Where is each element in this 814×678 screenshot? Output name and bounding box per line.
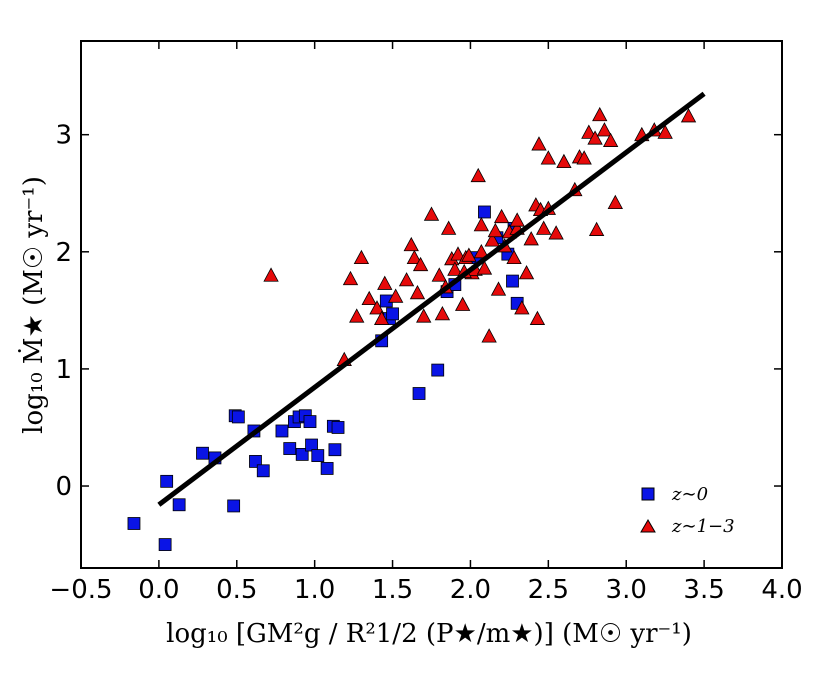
- data-point-z1-3: [556, 153, 572, 169]
- data-point-z1-3: [535, 220, 552, 235]
- data-point-z0: [275, 424, 289, 438]
- data-point-z0: [158, 538, 172, 551]
- data-point-z0: [227, 499, 241, 513]
- data-point-z1-3: [476, 260, 493, 275]
- axis-ticks: −0.5 0.0 0.5 1.0 1.5 2.0 2.5 3.0 3.5 4.0 0 1 2 3: [49, 41, 803, 605]
- data-point-z1-3: [377, 275, 393, 290]
- data-point-z1-3: [470, 167, 486, 183]
- data-point-z0: [311, 449, 325, 462]
- x-tick-label: 1.5: [372, 575, 413, 605]
- data-point-z0: [506, 274, 519, 288]
- data-point-z1-3: [461, 247, 477, 262]
- y-tick-label: 3: [55, 121, 72, 151]
- x-axis-label: log₁₀ [GM²g / R²1/2 (P★/m★)] (M☉ yr⁻¹): [166, 619, 692, 649]
- data-point-z1-3: [369, 300, 385, 315]
- data-point-z1-3: [416, 308, 432, 323]
- data-point-z1-3: [592, 106, 608, 122]
- data-point-z1-3: [588, 221, 605, 236]
- data-point-z1-3: [423, 206, 440, 221]
- data-point-z1-3: [540, 150, 557, 165]
- data-point-z1-3: [587, 130, 603, 145]
- data-point-z0: [431, 363, 445, 377]
- data-point-z1-3: [493, 208, 510, 224]
- data-point-z1-3: [576, 150, 592, 165]
- y-tick-label: 0: [55, 472, 72, 502]
- data-point-z1-3: [490, 281, 507, 296]
- x-tick-label: 4.0: [761, 575, 802, 605]
- data-point-z0: [160, 474, 174, 488]
- data-point-z1-3: [349, 308, 365, 323]
- y-tick-label: 2: [55, 238, 72, 268]
- x-tick-label: 3.0: [606, 575, 647, 605]
- data-point-z0: [196, 446, 209, 460]
- x-tick-label: 1.0: [294, 575, 335, 605]
- data-point-z1-3: [531, 136, 547, 151]
- data-point-z1-3: [487, 222, 504, 238]
- data-point-z0: [283, 442, 297, 455]
- data-point-z1-3: [506, 249, 522, 265]
- x-tick-label: 0.0: [138, 575, 179, 605]
- fit-line: [157, 91, 706, 507]
- data-point-z1-3: [450, 246, 466, 261]
- legend-label-z1-3: z∼1−3: [671, 516, 735, 537]
- data-point-z1-3: [473, 217, 490, 232]
- data-point-z1-3: [353, 249, 370, 265]
- data-point-z0: [231, 410, 245, 424]
- data-point-z1-3: [607, 194, 623, 210]
- data-point-z1-3: [447, 261, 463, 276]
- data-point-z1-3: [361, 290, 377, 306]
- legend-label-z0: z∼0: [671, 484, 708, 505]
- data-point-z1-3: [412, 256, 429, 272]
- x-tick-label: 0.5: [216, 575, 257, 605]
- x-tick-label: 3.5: [683, 575, 724, 605]
- data-point-z1-3: [596, 122, 613, 137]
- x-tick-label: 2.5: [528, 575, 569, 605]
- data-point-z1-3: [548, 225, 564, 240]
- y-axis-label: log₁₀ Ṁ★ (M☉ yr⁻¹): [18, 176, 49, 434]
- data-point-z1-3: [342, 270, 359, 286]
- data-point-z0: [412, 387, 426, 400]
- data-point-z0: [320, 462, 334, 475]
- data-point-z1-3: [263, 267, 279, 282]
- data-point-z1-3: [454, 296, 471, 311]
- x-tick-label: 2.0: [450, 575, 491, 605]
- data-point-z1-3: [434, 306, 451, 321]
- x-tick-label: −0.5: [49, 575, 112, 605]
- data-point-z1-3: [406, 249, 423, 265]
- data-point-z0: [303, 415, 317, 429]
- data-point-z0: [256, 464, 270, 478]
- plot-frame: [80, 40, 783, 569]
- data-point-z1-3: [509, 212, 525, 227]
- legend: z∼0 z∼1−3: [640, 484, 735, 537]
- data-point-z1-3: [657, 124, 673, 139]
- data-point-z1-3: [398, 272, 415, 287]
- data-point-z0: [172, 498, 186, 512]
- data-point-z1-3: [388, 288, 404, 303]
- data-point-z1-3: [581, 124, 597, 139]
- data-point-z1-3: [484, 232, 500, 247]
- data-point-z1-3: [473, 243, 490, 259]
- data-point-z1-3: [481, 328, 497, 343]
- y-tick-label: 1: [55, 355, 72, 385]
- data-point-z1-3: [602, 132, 619, 147]
- data-point-z0: [331, 421, 345, 434]
- legend-marker-triangle: [640, 519, 656, 533]
- data-point-z1-3: [373, 310, 390, 325]
- data-point-z1-3: [680, 108, 697, 123]
- data-point-z1-3: [514, 300, 530, 315]
- data-point-z1-3: [431, 267, 447, 282]
- data-point-z1-3: [523, 231, 539, 246]
- data-point-z0: [127, 517, 141, 530]
- data-point-z1-3: [403, 236, 419, 252]
- data-point-z0: [478, 205, 491, 219]
- data-point-z0: [328, 443, 342, 457]
- data-point-z1-3: [440, 220, 457, 235]
- data-point-z0: [386, 307, 399, 321]
- legend-marker-square: [641, 487, 655, 501]
- data-point-z1-3: [518, 265, 535, 280]
- data-point-z1-3: [409, 284, 426, 300]
- data-point-z1-3: [529, 310, 546, 325]
